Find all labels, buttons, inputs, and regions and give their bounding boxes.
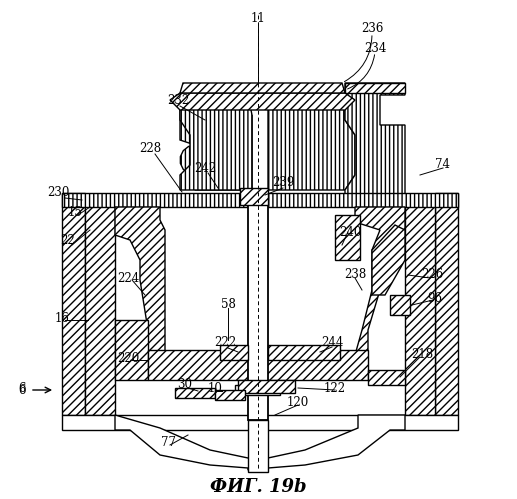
Polygon shape: [85, 205, 115, 415]
Polygon shape: [175, 388, 215, 398]
Polygon shape: [345, 83, 405, 205]
Polygon shape: [372, 225, 405, 295]
Text: 226: 226: [421, 268, 443, 281]
Text: 6: 6: [18, 384, 26, 397]
Polygon shape: [180, 100, 252, 190]
Polygon shape: [355, 207, 405, 380]
Polygon shape: [435, 193, 458, 415]
Polygon shape: [268, 345, 340, 360]
Text: 122: 122: [324, 382, 346, 395]
Polygon shape: [405, 205, 435, 415]
Polygon shape: [115, 415, 405, 470]
Polygon shape: [248, 190, 268, 420]
Polygon shape: [248, 420, 268, 472]
Polygon shape: [238, 380, 295, 393]
Text: 238: 238: [344, 268, 366, 281]
Text: 77: 77: [160, 437, 175, 450]
Text: 220: 220: [117, 351, 139, 364]
Text: 244: 244: [321, 335, 343, 348]
Text: 22: 22: [60, 234, 75, 247]
Text: 240: 240: [339, 226, 361, 239]
Polygon shape: [390, 295, 410, 315]
Text: 6: 6: [18, 382, 26, 395]
Polygon shape: [235, 385, 280, 395]
Polygon shape: [180, 105, 252, 190]
Polygon shape: [240, 188, 268, 205]
Text: 239: 239: [272, 177, 294, 190]
Polygon shape: [368, 370, 405, 385]
Text: 74: 74: [435, 159, 450, 172]
Polygon shape: [115, 320, 148, 380]
Polygon shape: [115, 207, 165, 355]
Polygon shape: [62, 415, 458, 430]
Text: 30: 30: [177, 379, 192, 392]
Text: 232: 232: [167, 93, 189, 106]
Text: 236: 236: [361, 21, 383, 34]
Text: 16: 16: [55, 311, 69, 324]
Polygon shape: [220, 345, 248, 360]
Text: 11: 11: [251, 11, 265, 24]
Polygon shape: [345, 83, 405, 93]
Polygon shape: [170, 93, 355, 110]
Text: 222: 222: [214, 336, 236, 349]
Text: 234: 234: [364, 41, 386, 54]
Text: 96: 96: [428, 291, 443, 304]
Text: 120: 120: [287, 396, 309, 409]
Text: 228: 228: [139, 142, 161, 155]
Text: 10: 10: [207, 382, 222, 395]
Text: 230: 230: [47, 187, 69, 200]
Text: 58: 58: [221, 298, 235, 311]
Text: 224: 224: [117, 271, 139, 284]
Polygon shape: [180, 83, 345, 93]
Polygon shape: [62, 193, 85, 415]
Polygon shape: [215, 390, 245, 400]
Polygon shape: [268, 105, 355, 190]
Text: 242: 242: [194, 162, 216, 175]
Text: 15: 15: [68, 206, 82, 219]
Polygon shape: [148, 350, 368, 380]
Polygon shape: [62, 193, 458, 207]
Polygon shape: [335, 215, 360, 260]
Text: ФИГ. 19b: ФИГ. 19b: [210, 478, 306, 496]
Text: 218: 218: [411, 348, 433, 361]
